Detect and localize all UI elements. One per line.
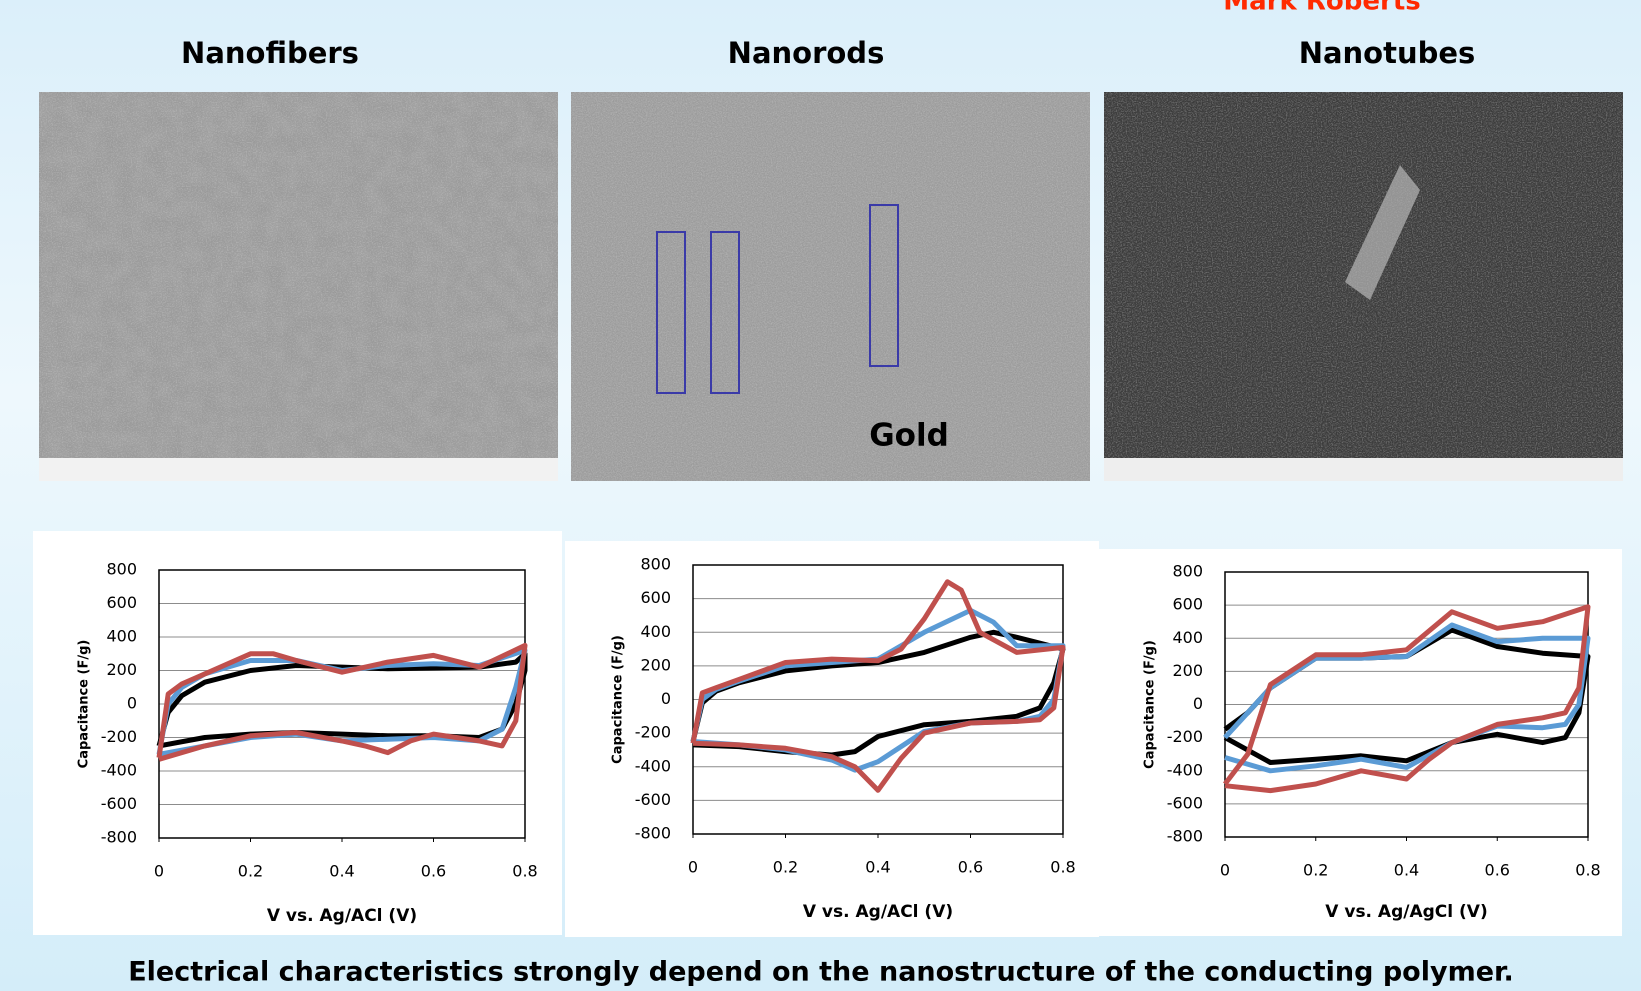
slide-canvas: Mark Roberts Nanofibers Nanorods Nanotub… — [0, 0, 1641, 991]
y-tick-label: 600 — [640, 588, 671, 607]
author: Mark Roberts — [1223, 0, 1420, 17]
x-axis-label: V vs. Ag/ACl (V) — [803, 902, 953, 922]
y-tick-label: 200 — [106, 660, 137, 679]
y-tick-label: -200 — [635, 723, 671, 742]
y-tick-label: -600 — [101, 794, 137, 813]
image-label: Gold — [869, 418, 949, 454]
y-tick-label: 0 — [1193, 694, 1203, 713]
y-tick-label: 600 — [106, 593, 137, 612]
x-tick-label: 0.2 — [1303, 861, 1328, 880]
x-tick-label: 0 — [688, 858, 698, 877]
y-tick-label: 800 — [1172, 562, 1203, 581]
y-tick-label: -600 — [635, 790, 671, 809]
y-tick-label: 600 — [1172, 595, 1203, 614]
y-axis-label: Capacitance (F/g) — [1143, 640, 1158, 769]
x-tick-label: 0.6 — [1485, 861, 1510, 880]
panel-title: Nanotubes — [1299, 36, 1476, 70]
caption: Electrical characteristics strongly depe… — [128, 957, 1514, 988]
x-tick-label: 0.8 — [1050, 858, 1075, 877]
x-tick-label: 0.4 — [1394, 861, 1419, 880]
y-axis-label: Capacitance (F/g) — [77, 640, 92, 769]
x-tick-label: 0.8 — [1575, 861, 1600, 880]
y-tick-label: 400 — [106, 627, 137, 646]
x-tick-label: 0.2 — [238, 862, 263, 881]
panel-title: Nanorods — [728, 36, 885, 70]
sem-image — [39, 92, 558, 481]
x-tick-label: 0.8 — [512, 862, 537, 881]
x-tick-label: 0 — [1220, 861, 1230, 880]
x-tick-label: 0.2 — [773, 858, 798, 877]
y-tick-label: -600 — [1167, 793, 1203, 812]
x-tick-label: 0.6 — [958, 858, 983, 877]
y-tick-label: -400 — [635, 756, 671, 775]
y-tick-label: -800 — [101, 828, 137, 847]
panel-title: Nanofibers — [181, 36, 359, 70]
y-tick-label: 200 — [640, 655, 671, 674]
x-axis-label: V vs. Ag/AgCl (V) — [1325, 902, 1487, 922]
y-axis-label: Capacitance (F/g) — [611, 635, 626, 764]
y-tick-label: -400 — [1167, 760, 1203, 779]
y-tick-label: -200 — [101, 727, 137, 746]
x-tick-label: 0.4 — [865, 858, 890, 877]
y-tick-label: 0 — [661, 689, 671, 708]
x-tick-label: 0.4 — [329, 862, 354, 881]
slide: Mark Roberts Nanofibers Nanorods Nanotub… — [0, 0, 1641, 991]
x-tick-label: 0.6 — [421, 862, 446, 881]
y-tick-label: -400 — [101, 761, 137, 780]
y-tick-label: -800 — [1167, 827, 1203, 846]
sem-image — [1104, 92, 1623, 481]
y-tick-label: 400 — [640, 622, 671, 641]
y-tick-label: 800 — [106, 560, 137, 579]
y-tick-label: -800 — [635, 824, 671, 843]
y-tick-label: 800 — [640, 555, 671, 574]
y-tick-label: 200 — [1172, 661, 1203, 680]
sem-image: Gold — [571, 92, 1090, 481]
y-tick-label: 0 — [127, 694, 137, 713]
y-tick-label: 400 — [1172, 628, 1203, 647]
y-tick-label: -200 — [1167, 727, 1203, 746]
x-axis-label: V vs. Ag/ACl (V) — [267, 906, 417, 926]
x-tick-label: 0 — [154, 862, 164, 881]
